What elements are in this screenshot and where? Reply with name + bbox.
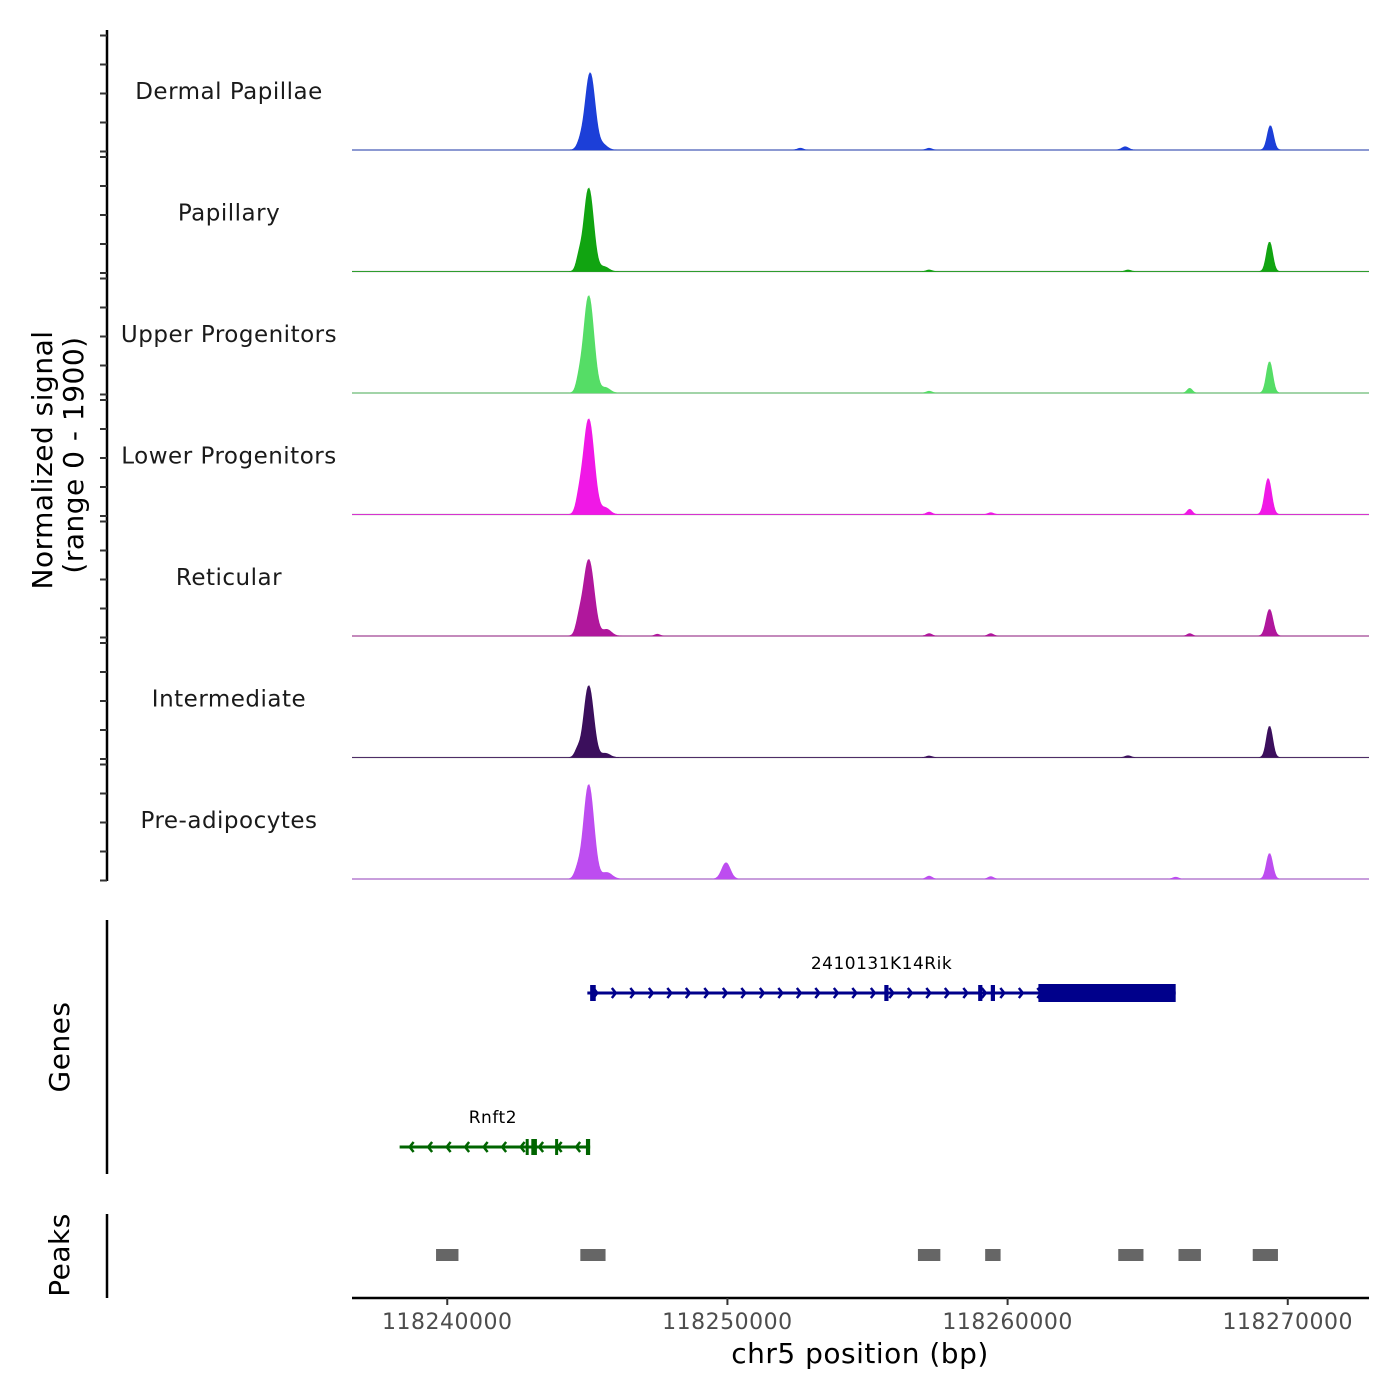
gene: 2410131K14Rik: [587, 954, 1176, 1002]
coverage-track: Lower Progenitors: [121, 418, 1369, 516]
x-tick-label: 118250000: [662, 1310, 792, 1335]
x-tick-label: 118260000: [942, 1310, 1072, 1335]
peak-region: [1178, 1249, 1201, 1261]
exon: [884, 985, 889, 1001]
track-label: Lower Progenitors: [121, 444, 336, 470]
signal-area: [352, 187, 1369, 272]
peak-region: [1252, 1249, 1278, 1261]
peak-region: [580, 1249, 606, 1261]
coverage-tracks: Dermal Papillae Papillary Upper Progenitor…: [121, 72, 1369, 880]
strand-chevron: [851, 987, 858, 999]
strand-chevron: [519, 1141, 526, 1153]
strand-chevron: [574, 1141, 582, 1153]
strand-chevron: [666, 987, 673, 999]
strand-chevron: [721, 987, 729, 999]
strand-chevron: [684, 987, 692, 999]
coverage-track: Reticular: [176, 559, 1369, 637]
signal-area: [352, 784, 1369, 880]
strand-chevron: [703, 987, 710, 999]
strand-chevron: [814, 987, 821, 999]
track-label: Pre-adipocytes: [140, 808, 317, 834]
signal-area: [352, 295, 1369, 394]
exon: [990, 985, 995, 1001]
coverage-track: Papillary: [178, 187, 1369, 273]
x-tick-label: 118240000: [382, 1310, 512, 1335]
x-axis-title: chr5 position (bp): [731, 1337, 989, 1370]
strand-chevron: [925, 987, 932, 999]
strand-chevron: [758, 987, 766, 999]
strand-chevron: [832, 987, 840, 999]
strand-chevron: [610, 987, 618, 999]
signal-area: [352, 559, 1369, 637]
exon: [978, 985, 983, 1001]
coverage-track: Pre-adipocytes: [140, 784, 1369, 880]
strand-chevron: [1017, 987, 1025, 999]
signal-area: [352, 418, 1369, 515]
coverage-y-axis: [100, 30, 109, 882]
strand-chevron: [647, 987, 655, 999]
track-label: Intermediate: [152, 687, 306, 713]
peak-regions: [436, 1249, 1278, 1261]
strand-chevron: [962, 987, 969, 999]
strand-chevron: [445, 1141, 452, 1153]
strand-chevron: [629, 987, 636, 999]
strand-chevron: [537, 1141, 545, 1153]
x-axis: 118240000 118250000 118260000 118270000: [352, 1296, 1369, 1335]
exon: [525, 1139, 529, 1155]
coverage-track: Dermal Papillae: [135, 72, 1369, 151]
signal-area: [352, 72, 1369, 151]
exon: [531, 1139, 537, 1155]
exon: [555, 1139, 559, 1155]
track-label: Upper Progenitors: [121, 322, 337, 348]
peak-region: [1118, 1249, 1144, 1261]
track-label: Dermal Papillae: [135, 79, 323, 105]
x-tick-label: 118270000: [1223, 1310, 1353, 1335]
strand-chevron: [408, 1141, 415, 1153]
gene-annotations: 2410131K14Rik Rnft2: [399, 954, 1176, 1155]
genes-track-label: Genes: [43, 1002, 76, 1093]
strand-chevron: [500, 1141, 508, 1153]
track-label: Reticular: [176, 565, 282, 591]
coverage-track: Upper Progenitors: [121, 295, 1369, 394]
signal-area: [352, 685, 1369, 758]
y-axis-range: (range 0 - 1900): [57, 336, 90, 573]
strand-chevron: [869, 987, 877, 999]
strand-chevron: [888, 987, 895, 999]
strand-chevron: [943, 987, 951, 999]
strand-chevron: [795, 987, 803, 999]
strand-chevron: [740, 987, 747, 999]
exon: [1038, 984, 1176, 1002]
strand-chevron: [426, 1141, 434, 1153]
peak-region: [436, 1249, 459, 1261]
strand-chevron: [777, 987, 784, 999]
strand-chevron: [906, 987, 914, 999]
coverage-track: Intermediate: [152, 685, 1369, 759]
y-axis-title: Normalized signal: [26, 330, 59, 589]
peak-region: [985, 1249, 1001, 1261]
peaks-track-label: Peaks: [43, 1213, 76, 1297]
strand-chevron: [980, 987, 988, 999]
peak-region: [917, 1249, 941, 1261]
gene-label: Rnft2: [469, 1108, 517, 1128]
strand-chevron: [463, 1141, 471, 1153]
track-label: Papillary: [178, 201, 280, 227]
gene-label: 2410131K14Rik: [811, 954, 952, 974]
exon: [585, 1139, 591, 1155]
strand-chevron: [999, 987, 1006, 999]
strand-chevron: [482, 1141, 489, 1153]
gene: Rnft2: [399, 1108, 591, 1155]
exon: [590, 985, 596, 1001]
